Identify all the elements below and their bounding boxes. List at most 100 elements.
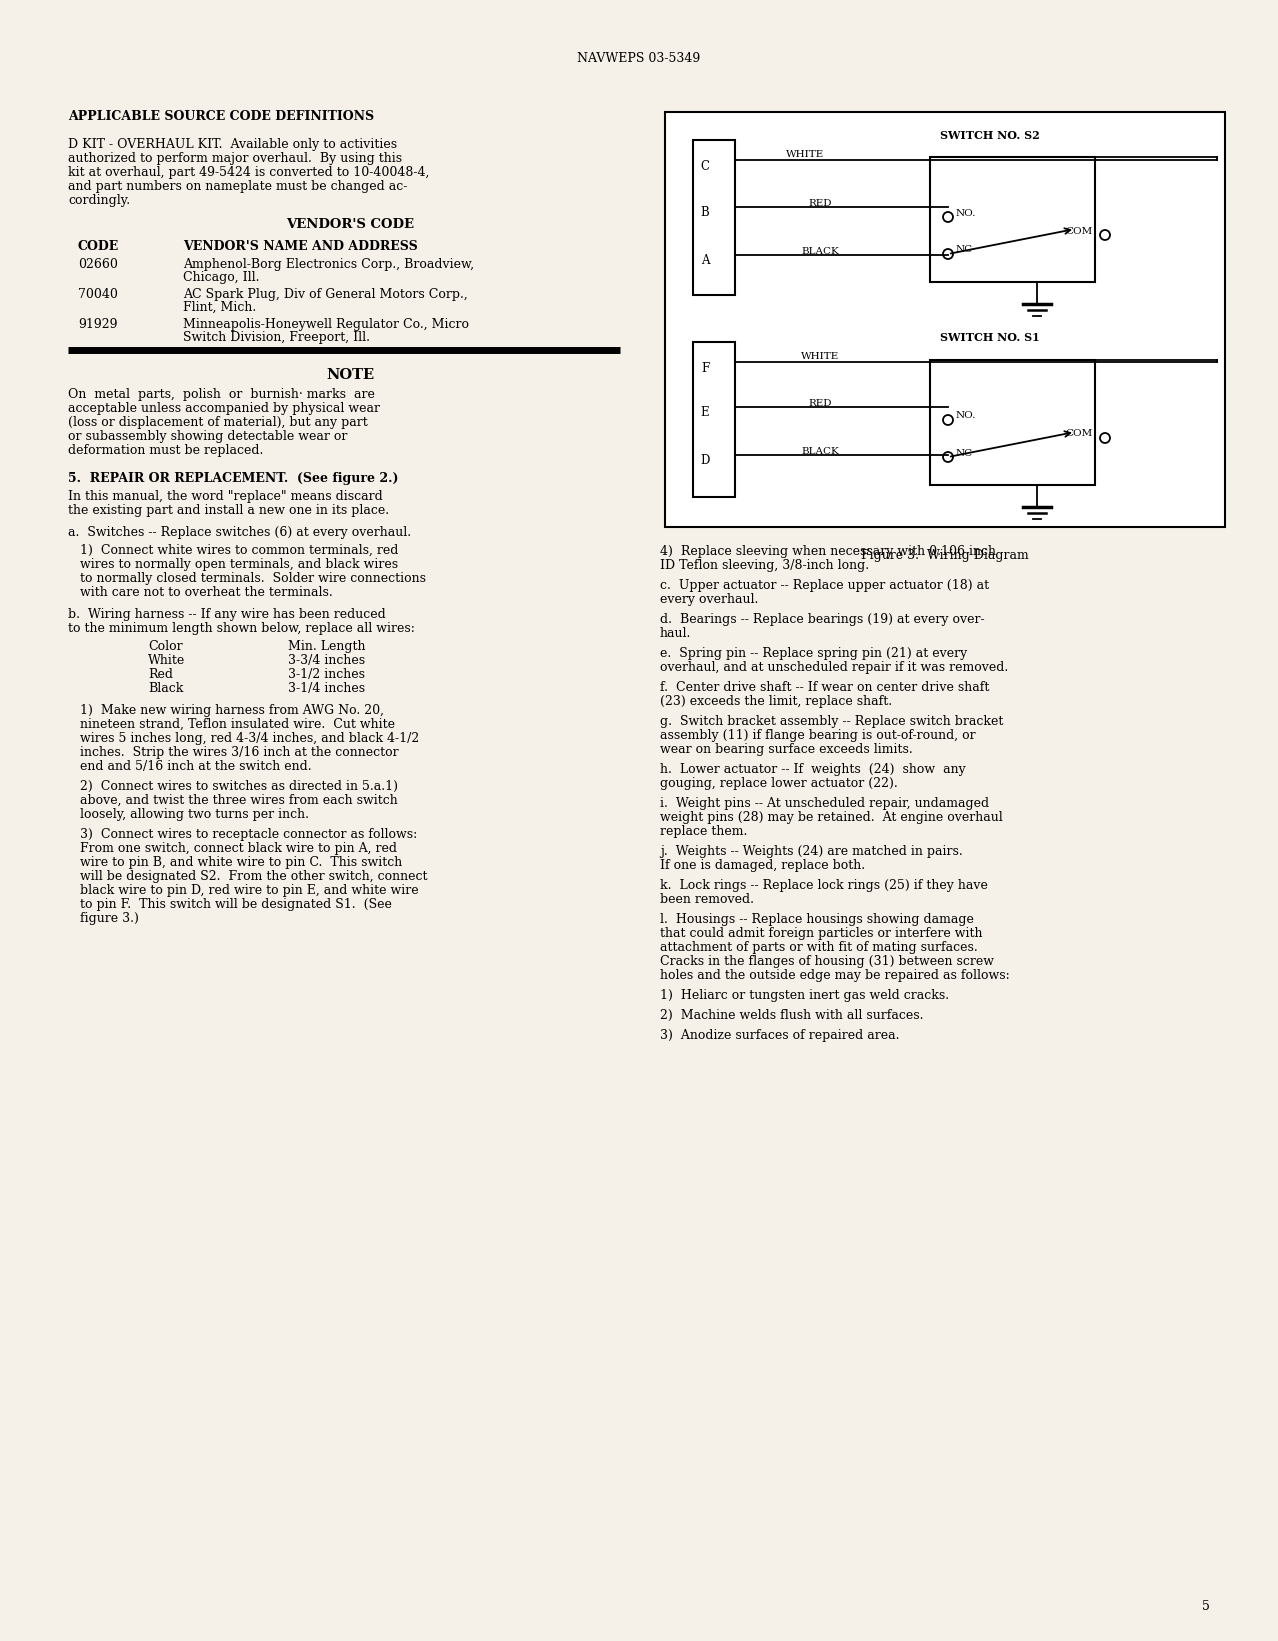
- Text: 3-1/2 inches: 3-1/2 inches: [288, 668, 366, 681]
- Text: NAVWEPS 03-5349: NAVWEPS 03-5349: [578, 53, 700, 66]
- Text: 3-1/4 inches: 3-1/4 inches: [288, 683, 366, 696]
- Text: 70040: 70040: [78, 289, 118, 300]
- Text: gouging, replace lower actuator (22).: gouging, replace lower actuator (22).: [659, 776, 897, 789]
- Text: (23) exceeds the limit, replace shaft.: (23) exceeds the limit, replace shaft.: [659, 696, 892, 707]
- Text: 3)  Anodize surfaces of repaired area.: 3) Anodize surfaces of repaired area.: [659, 1029, 900, 1042]
- Text: to pin F.  This switch will be designated S1.  (See: to pin F. This switch will be designated…: [81, 898, 392, 911]
- Text: VENDOR'S NAME AND ADDRESS: VENDOR'S NAME AND ADDRESS: [183, 240, 418, 253]
- Text: RED: RED: [808, 399, 832, 409]
- Bar: [665, 112, 1226, 527]
- Text: 5.  REPAIR OR REPLACEMENT.  (See figure 2.): 5. REPAIR OR REPLACEMENT. (See figure 2.…: [68, 473, 399, 486]
- Text: wire to pin B, and white wire to pin C.  This switch: wire to pin B, and white wire to pin C. …: [81, 857, 403, 870]
- Text: c.  Upper actuator -- Replace upper actuator (18) at: c. Upper actuator -- Replace upper actua…: [659, 579, 989, 592]
- Text: attachment of parts or with fit of mating surfaces.: attachment of parts or with fit of matin…: [659, 940, 978, 953]
- Text: COM: COM: [1066, 226, 1093, 236]
- Text: end and 5/16 inch at the switch end.: end and 5/16 inch at the switch end.: [81, 760, 312, 773]
- Text: 2)  Connect wires to switches as directed in 5.a.1): 2) Connect wires to switches as directed…: [81, 779, 397, 793]
- Text: a.  Switches -- Replace switches (6) at every overhaul.: a. Switches -- Replace switches (6) at e…: [68, 527, 412, 538]
- Text: weight pins (28) may be retained.  At engine overhaul: weight pins (28) may be retained. At eng…: [659, 811, 1003, 824]
- Text: Min. Length: Min. Length: [288, 640, 366, 653]
- Text: 4)  Replace sleeving when necessary with 0.106 inch: 4) Replace sleeving when necessary with …: [659, 545, 996, 558]
- Text: NO.: NO.: [956, 208, 976, 218]
- Bar: [930, 359, 1095, 486]
- Text: CODE: CODE: [78, 240, 119, 253]
- Text: BLACK: BLACK: [801, 446, 838, 456]
- Text: replace them.: replace them.: [659, 825, 748, 839]
- Text: loosely, allowing two turns per inch.: loosely, allowing two turns per inch.: [81, 807, 309, 820]
- Text: will be designated S2.  From the other switch, connect: will be designated S2. From the other sw…: [81, 870, 428, 883]
- Text: Minneapolis-Honeywell Regulator Co., Micro: Minneapolis-Honeywell Regulator Co., Mic…: [183, 318, 469, 331]
- Text: VENDOR'S CODE: VENDOR'S CODE: [286, 218, 414, 231]
- Text: BLACK: BLACK: [801, 248, 838, 256]
- Text: above, and twist the three wires from each switch: above, and twist the three wires from ea…: [81, 794, 397, 807]
- Text: Chicago, Ill.: Chicago, Ill.: [183, 271, 259, 284]
- Text: and part numbers on nameplate must be changed ac-: and part numbers on nameplate must be ch…: [68, 181, 408, 194]
- Text: j.  Weights -- Weights (24) are matched in pairs.: j. Weights -- Weights (24) are matched i…: [659, 845, 962, 858]
- Text: e.  Spring pin -- Replace spring pin (21) at every: e. Spring pin -- Replace spring pin (21)…: [659, 647, 967, 660]
- Text: 3)  Connect wires to receptacle connector as follows:: 3) Connect wires to receptacle connector…: [81, 829, 417, 840]
- Text: A: A: [700, 254, 709, 267]
- Text: figure 3.): figure 3.): [81, 912, 139, 926]
- Text: 1)  Heliarc or tungsten inert gas weld cracks.: 1) Heliarc or tungsten inert gas weld cr…: [659, 990, 950, 1003]
- Text: In this manual, the word "replace" means discard: In this manual, the word "replace" means…: [68, 491, 382, 504]
- Text: cordingly.: cordingly.: [68, 194, 130, 207]
- Bar: [693, 341, 735, 497]
- Text: APPLICABLE SOURCE CODE DEFINITIONS: APPLICABLE SOURCE CODE DEFINITIONS: [68, 110, 374, 123]
- Text: that could admit foreign particles or interfere with: that could admit foreign particles or in…: [659, 927, 983, 940]
- Text: RED: RED: [808, 199, 832, 208]
- Text: Amphenol-Borg Electronics Corp., Broadview,: Amphenol-Borg Electronics Corp., Broadvi…: [183, 258, 474, 271]
- Text: g.  Switch bracket assembly -- Replace switch bracket: g. Switch bracket assembly -- Replace sw…: [659, 715, 1003, 729]
- Text: d.  Bearings -- Replace bearings (19) at every over-: d. Bearings -- Replace bearings (19) at …: [659, 614, 984, 625]
- Text: acceptable unless accompanied by physical wear: acceptable unless accompanied by physica…: [68, 402, 380, 415]
- Text: f.  Center drive shaft -- If wear on center drive shaft: f. Center drive shaft -- If wear on cent…: [659, 681, 989, 694]
- Text: Red: Red: [148, 668, 173, 681]
- Text: Color: Color: [148, 640, 183, 653]
- Text: F: F: [700, 361, 709, 374]
- Text: 1)  Make new wiring harness from AWG No. 20,: 1) Make new wiring harness from AWG No. …: [81, 704, 383, 717]
- Text: AC Spark Plug, Div of General Motors Corp.,: AC Spark Plug, Div of General Motors Cor…: [183, 289, 468, 300]
- Text: Switch Division, Freeport, Ill.: Switch Division, Freeport, Ill.: [183, 331, 371, 345]
- Text: If one is damaged, replace both.: If one is damaged, replace both.: [659, 858, 865, 871]
- Text: White: White: [148, 655, 185, 666]
- Text: nineteen strand, Teflon insulated wire.  Cut white: nineteen strand, Teflon insulated wire. …: [81, 719, 395, 730]
- Text: COM: COM: [1066, 430, 1093, 438]
- Text: k.  Lock rings -- Replace lock rings (25) if they have: k. Lock rings -- Replace lock rings (25)…: [659, 880, 988, 893]
- Text: wires 5 inches long, red 4-3/4 inches, and black 4-1/2: wires 5 inches long, red 4-3/4 inches, a…: [81, 732, 419, 745]
- Bar: [930, 158, 1095, 282]
- Text: with care not to overheat the terminals.: with care not to overheat the terminals.: [81, 586, 332, 599]
- Text: to normally closed terminals.  Solder wire connections: to normally closed terminals. Solder wir…: [81, 573, 426, 584]
- Text: SWITCH NO. S2: SWITCH NO. S2: [941, 130, 1040, 141]
- Text: (loss or displacement of material), but any part: (loss or displacement of material), but …: [68, 417, 368, 428]
- Text: NC: NC: [956, 448, 973, 458]
- Text: 91929: 91929: [78, 318, 118, 331]
- Text: NC: NC: [956, 246, 973, 254]
- Text: deformation must be replaced.: deformation must be replaced.: [68, 445, 263, 456]
- Text: every overhaul.: every overhaul.: [659, 592, 758, 606]
- Text: i.  Weight pins -- At unscheduled repair, undamaged: i. Weight pins -- At unscheduled repair,…: [659, 798, 989, 811]
- Text: On  metal  parts,  polish  or  burnish· marks  are: On metal parts, polish or burnish· marks…: [68, 387, 374, 400]
- Text: From one switch, connect black wire to pin A, red: From one switch, connect black wire to p…: [81, 842, 397, 855]
- Text: SWITCH NO. S1: SWITCH NO. S1: [941, 331, 1040, 343]
- Text: Figure 3.  Wiring Diagram: Figure 3. Wiring Diagram: [861, 550, 1029, 561]
- Text: wires to normally open terminals, and black wires: wires to normally open terminals, and bl…: [81, 558, 399, 571]
- Text: D KIT - OVERHAUL KIT.  Available only to activities: D KIT - OVERHAUL KIT. Available only to …: [68, 138, 397, 151]
- Text: assembly (11) if flange bearing is out-of-round, or: assembly (11) if flange bearing is out-o…: [659, 729, 975, 742]
- Text: holes and the outside edge may be repaired as follows:: holes and the outside edge may be repair…: [659, 968, 1010, 981]
- Text: overhaul, and at unscheduled repair if it was removed.: overhaul, and at unscheduled repair if i…: [659, 661, 1008, 674]
- Text: b.  Wiring harness -- If any wire has been reduced: b. Wiring harness -- If any wire has bee…: [68, 609, 386, 620]
- Text: Cracks in the flanges of housing (31) between screw: Cracks in the flanges of housing (31) be…: [659, 955, 994, 968]
- Text: NO.: NO.: [956, 412, 976, 420]
- Text: Black: Black: [148, 683, 183, 696]
- Text: 3-3/4 inches: 3-3/4 inches: [288, 655, 366, 666]
- Text: NOTE: NOTE: [326, 368, 374, 382]
- Text: 5: 5: [1203, 1600, 1210, 1613]
- Text: Flint, Mich.: Flint, Mich.: [183, 300, 257, 313]
- Text: the existing part and install a new one in its place.: the existing part and install a new one …: [68, 504, 389, 517]
- Text: or subassembly showing detectable wear or: or subassembly showing detectable wear o…: [68, 430, 348, 443]
- Text: black wire to pin D, red wire to pin E, and white wire: black wire to pin D, red wire to pin E, …: [81, 884, 419, 898]
- Text: 1)  Connect white wires to common terminals, red: 1) Connect white wires to common termina…: [81, 545, 399, 556]
- Text: E: E: [700, 407, 709, 420]
- Text: WHITE: WHITE: [786, 149, 824, 159]
- Text: B: B: [700, 207, 709, 220]
- Bar: [693, 139, 735, 295]
